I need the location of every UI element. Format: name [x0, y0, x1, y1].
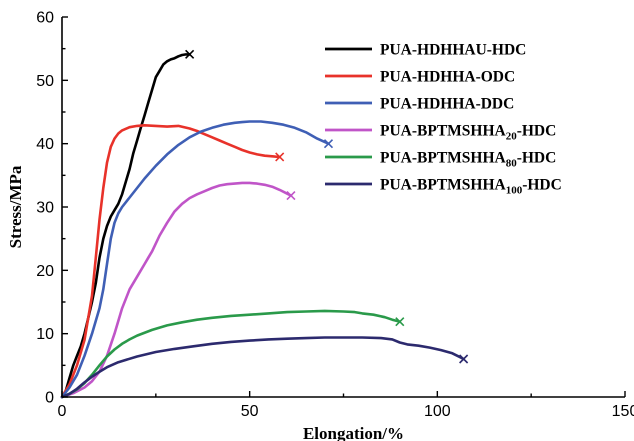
legend-text: -HDC	[517, 123, 557, 140]
legend-text: PUA-BPTMSHHA	[380, 123, 507, 140]
plot-area	[60, 49, 469, 399]
legend-text: -HDC	[517, 150, 557, 167]
y-tick-label: 50	[36, 73, 54, 90]
break-marker	[185, 49, 195, 59]
y-tick-label: 60	[36, 10, 54, 27]
legend-label: PUA-BPTMSHHA20-HDC	[380, 123, 556, 143]
legend-label: PUA-BPTMSHHA100-HDC	[380, 177, 562, 197]
x-tick-label: 150	[612, 403, 634, 420]
legend-subscript: 100	[506, 185, 523, 197]
break-marker	[459, 354, 469, 364]
y-tick-label: 30	[36, 200, 54, 217]
legend-label: PUA-HDHHA-DDC	[380, 96, 514, 113]
y-tick-label: 40	[36, 136, 54, 153]
y-tick-label: 20	[36, 263, 54, 280]
x-tick-label: 50	[241, 403, 259, 420]
series-line	[60, 53, 191, 399]
legend-text: PUA-BPTMSHHA	[380, 150, 507, 167]
legend-label: PUA-HDHHA-ODC	[380, 69, 515, 86]
legend-text: PUA-HDHHAU-HDC	[380, 42, 526, 59]
x-axis-title: Elongation/%	[303, 424, 404, 441]
legend-label: PUA-BPTMSHHA80-HDC	[380, 150, 556, 170]
legend-text: PUA-HDHHA-DDC	[380, 96, 514, 113]
legend-subscript: 20	[506, 131, 518, 143]
series-line	[60, 124, 281, 399]
break-marker	[395, 317, 405, 327]
legend-text: PUA-HDHHA-ODC	[380, 69, 515, 86]
legend-subscript: 80	[506, 158, 518, 170]
y-tick-label: 10	[36, 326, 54, 343]
axes: 0 50 100 150 0 10 20 30 40 50 60	[36, 10, 634, 421]
y-axis-title: Stress/MPa	[6, 165, 25, 248]
series-line	[60, 309, 402, 399]
legend-text: -HDC	[522, 177, 562, 194]
legend-text: PUA-BPTMSHHA	[380, 177, 507, 194]
break-marker	[323, 139, 334, 149]
legend-label: PUA-HDHHAU-HDC	[380, 42, 526, 59]
x-tick-label: 0	[58, 403, 67, 420]
series-line	[60, 181, 293, 399]
legend: PUA-HDHHAU-HDC PUA-HDHHA-ODC PUA-HDHHA-DDC…	[325, 42, 562, 197]
break-marker	[286, 191, 296, 201]
y-tick-label: 0	[45, 390, 54, 407]
series-line	[60, 336, 465, 399]
break-marker	[275, 152, 285, 162]
series-line	[60, 120, 330, 399]
x-tick-label: 100	[424, 403, 451, 420]
